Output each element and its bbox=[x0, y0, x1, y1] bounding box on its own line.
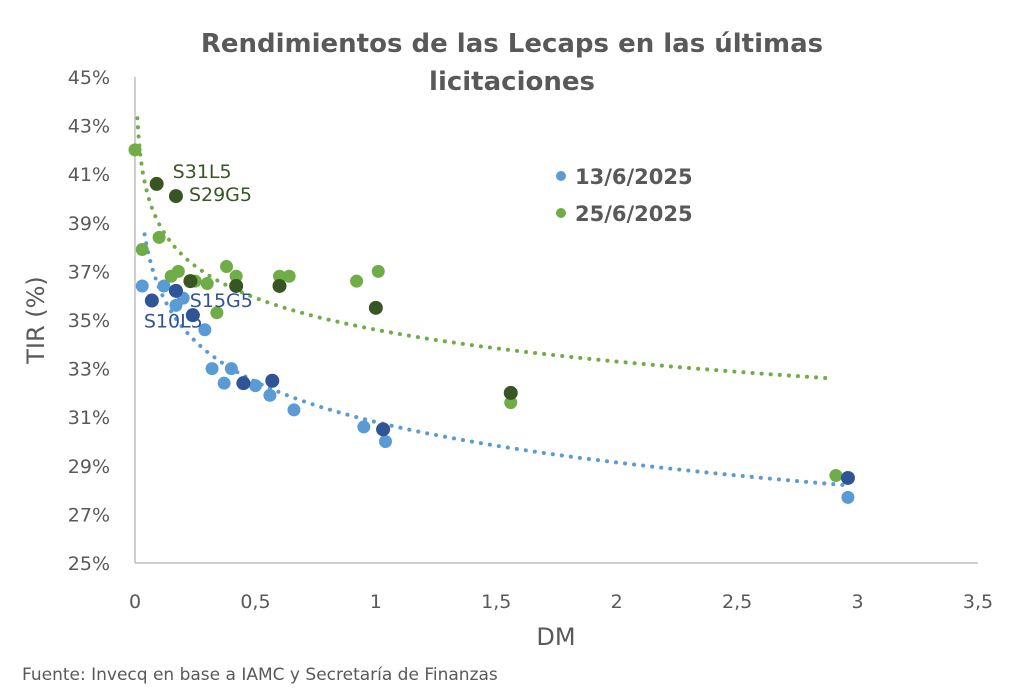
y-tick-label: 39% bbox=[68, 213, 110, 235]
y-tick-label: 35% bbox=[68, 310, 110, 332]
trendline-13-6-2025 bbox=[142, 232, 850, 488]
highlighted-data-point bbox=[272, 278, 287, 293]
highlighted-data-point bbox=[185, 308, 200, 323]
x-tick-label: 1,5 bbox=[481, 591, 511, 613]
y-tick-label: 29% bbox=[68, 456, 110, 478]
y-tick-label: 45% bbox=[68, 67, 110, 89]
data-point bbox=[210, 306, 224, 320]
data-point bbox=[152, 230, 166, 244]
x-tick-label: 2,5 bbox=[722, 591, 752, 613]
highlighted-data-point bbox=[503, 385, 518, 400]
data-point bbox=[217, 376, 231, 390]
data-points bbox=[128, 143, 855, 504]
y-axis-label: TIR (%) bbox=[22, 276, 50, 365]
data-point bbox=[229, 269, 243, 283]
data-point bbox=[128, 143, 142, 157]
legend-marker-13-6-2025 bbox=[556, 171, 566, 181]
data-point bbox=[157, 279, 171, 293]
chart-title-line-2: licitaciones bbox=[429, 67, 595, 97]
data-point bbox=[371, 264, 385, 278]
data-point bbox=[378, 435, 392, 448]
y-tick-label: 41% bbox=[68, 164, 110, 186]
x-tick-label: 2 bbox=[611, 591, 623, 613]
highlighted-data-point bbox=[376, 422, 391, 437]
legend-label-13-6-2025: 13/6/2025 bbox=[575, 165, 693, 189]
data-point bbox=[200, 277, 214, 291]
data-point bbox=[205, 362, 219, 376]
highlighted-data-point bbox=[368, 300, 383, 315]
legend-marker-25-6-2025 bbox=[556, 208, 566, 218]
data-point bbox=[198, 323, 212, 337]
annotation-S31L5: S31L5 bbox=[173, 161, 232, 183]
x-tick-labels: 0 0,5 1 1,5 2 2,5 3 3,5 bbox=[129, 591, 993, 613]
data-point bbox=[220, 260, 234, 274]
data-point bbox=[829, 469, 843, 483]
chart-title-line-1: Rendimientos de las Lecaps en las última… bbox=[201, 29, 823, 59]
data-point bbox=[248, 379, 262, 393]
source-note: Fuente: Invecq en base a IAMC y Secretar… bbox=[22, 665, 498, 685]
data-point bbox=[171, 264, 185, 278]
data-point bbox=[350, 274, 364, 288]
y-tick-label: 31% bbox=[68, 407, 110, 429]
annotation-S15G5: S15G5 bbox=[190, 290, 253, 312]
x-tick-label: 3,5 bbox=[963, 591, 993, 613]
annotation-S29G5: S29G5 bbox=[189, 184, 252, 206]
highlighted-data-point bbox=[168, 283, 183, 298]
legend: 13/6/2025 25/6/2025 bbox=[556, 165, 693, 226]
highlighted-data-point bbox=[236, 376, 251, 391]
trendline-25-6-2025 bbox=[135, 116, 836, 381]
y-tick-label: 25% bbox=[68, 553, 110, 575]
x-tick-label: 1 bbox=[370, 591, 382, 613]
highlighted-data-point bbox=[144, 293, 159, 308]
data-point bbox=[287, 403, 301, 417]
data-point bbox=[135, 279, 149, 293]
annotation-S10L5: S10L5 bbox=[144, 311, 203, 333]
data-point bbox=[504, 396, 518, 410]
data-point bbox=[357, 420, 371, 434]
y-tick-labels: 25% 27% 29% 31% 33% 35% 37% 39% 41% 43% 45% bbox=[68, 67, 110, 575]
y-tick-label: 33% bbox=[68, 359, 110, 381]
x-tick-label: 0 bbox=[129, 591, 141, 613]
data-point bbox=[224, 362, 238, 376]
x-tick-label: 0,5 bbox=[240, 591, 270, 613]
legend-label-25-6-2025: 25/6/2025 bbox=[575, 202, 693, 226]
y-tick-label: 37% bbox=[68, 261, 110, 283]
x-tick-label: 3 bbox=[852, 591, 864, 613]
data-point bbox=[841, 490, 855, 504]
data-point bbox=[135, 243, 149, 257]
highlighted-data-point bbox=[183, 274, 198, 289]
highlighted-data-point bbox=[840, 470, 855, 485]
trendlines bbox=[135, 116, 850, 488]
data-point bbox=[282, 269, 296, 283]
x-axis-label: DM bbox=[536, 623, 575, 651]
y-tick-label: 43% bbox=[68, 116, 110, 138]
y-tick-label: 27% bbox=[68, 504, 110, 526]
highlighted-data-point bbox=[229, 278, 244, 293]
data-point bbox=[263, 388, 277, 402]
highlighted-data-point bbox=[149, 176, 164, 191]
highlighted-data-point bbox=[265, 373, 280, 388]
data-point bbox=[273, 269, 287, 283]
highlighted-data-point bbox=[168, 189, 183, 204]
